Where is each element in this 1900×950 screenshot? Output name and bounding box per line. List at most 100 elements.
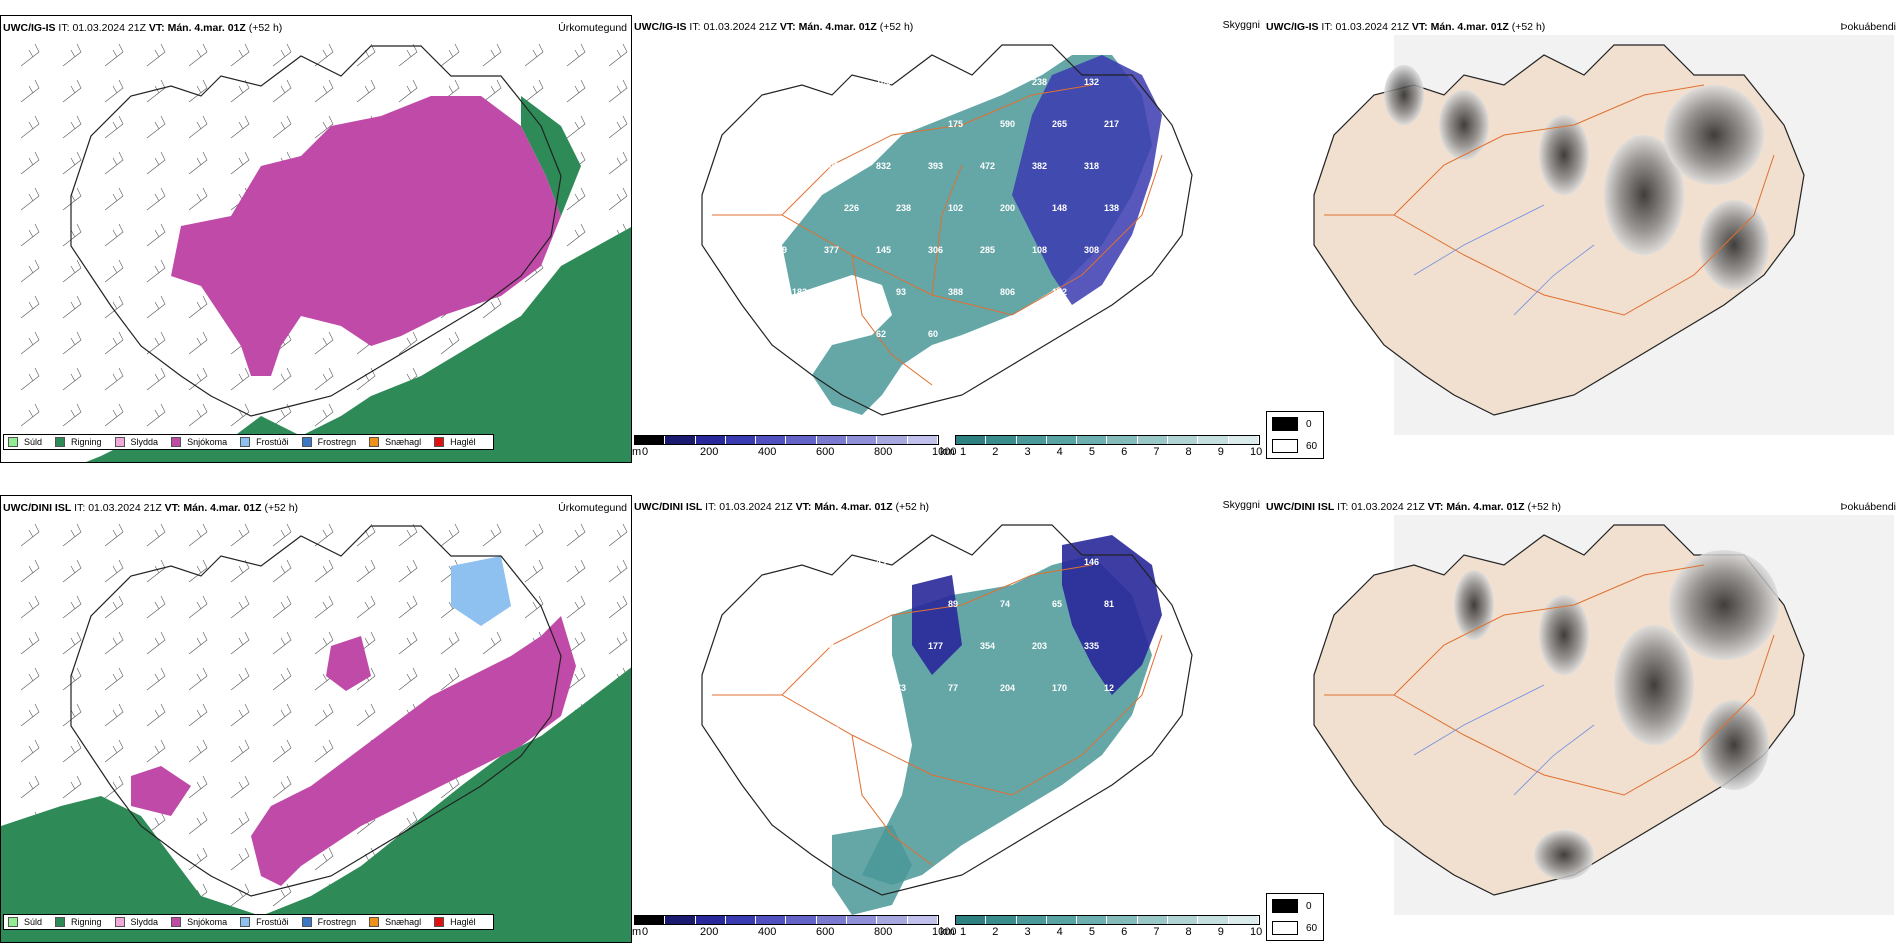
colorbar-step [907, 436, 938, 444]
ceiling-label: 199 [772, 245, 787, 255]
colorbar-step [877, 916, 908, 924]
fog-patches [1454, 550, 1779, 880]
fog-index-panel-1: UWC/IG-IS IT: 01.03.2024 21Z VT: Mán. 4.… [1264, 15, 1900, 463]
ceiling-colorbar [634, 435, 939, 445]
legend-label: Snjókoma [187, 917, 228, 927]
ceiling-label: 78 [824, 641, 834, 651]
legend-swatch [114, 437, 125, 447]
colorbar-step [756, 916, 787, 924]
colorbar-tick: 3 [1024, 446, 1031, 458]
legend-item: Frostúði [240, 437, 289, 447]
ceiling-label: 92 [876, 641, 886, 651]
colorbar-tick: 5 [1088, 446, 1095, 458]
ceiling-label: 63 [928, 77, 938, 87]
ceiling-label: 138 [1032, 557, 1047, 567]
ceiling-label: 285 [792, 599, 807, 609]
ceiling-label: 47 [824, 557, 834, 567]
legend-label: Súld [24, 917, 43, 927]
legend-swatch [8, 917, 18, 927]
colorbar-step [1137, 436, 1169, 444]
colorbar-tick: 800 [874, 446, 893, 458]
ceiling-label: 57 [824, 329, 834, 339]
panel-header: UWC/DINI ISL IT: 01.03.2024 21Z VT: Mán.… [634, 501, 930, 513]
ceiling-label: 806 [1000, 287, 1015, 297]
ceiling-label: 360 [844, 599, 859, 609]
colorbar-step [956, 436, 987, 444]
legend-label: Snæhagl [385, 437, 422, 447]
ceiling-area-north [912, 575, 962, 675]
panel-title: Þokuábendi [1840, 21, 1896, 33]
colorbar-step [1168, 436, 1199, 444]
ceiling-label: 590 [1000, 119, 1015, 129]
ceiling-label: 377 [824, 245, 839, 255]
legend-label: Snæhagl [385, 917, 422, 927]
ceiling-colorbar-ticks: m 0 200 400 600 800 1000 [632, 926, 956, 940]
colorbar-tick: 8 [1185, 926, 1192, 938]
snow-area-west [131, 766, 191, 816]
ceiling-label: 789 [772, 161, 787, 171]
island-coastline [701, 524, 1193, 896]
snow-area-north [326, 636, 371, 691]
ceiling-label: 217 [1104, 119, 1119, 129]
precip-type-legend: Súld Rigning Slydda Snjókoma Frostúði Frostre… [3, 434, 494, 450]
precip-map-2 [1, 523, 631, 942]
legend-swatch [434, 437, 445, 447]
panel-title: Þokuábendi [1840, 501, 1896, 513]
ceiling-label: 393 [928, 161, 943, 171]
ceiling-visibility-panel-2: 107 47 43 35 150 138 146 285 360 62 89 74 65 81 95 78 92… [632, 495, 1264, 943]
legend-item: Rigning [55, 437, 102, 447]
colorbar-step [786, 436, 817, 444]
fog-legend-1: 0 60 [1266, 411, 1324, 459]
legend-item: Frostúði [240, 917, 289, 927]
legend-label: Frostúði [256, 437, 289, 447]
legend-swatch [114, 917, 125, 927]
colorbar-tick: 1 [960, 446, 967, 458]
panel-title: Úrkomutegund [558, 22, 627, 34]
panel-header: UWC/IG-IS IT: 01.03.2024 21Z VT: Mán. 4.… [3, 22, 283, 34]
ceiling-label: 335 [1084, 641, 1099, 651]
ceiling-label: 106 [844, 683, 859, 693]
colorbar-unit: km [940, 926, 955, 938]
colorbar-tick: 200 [700, 446, 719, 458]
colorbar-step [665, 436, 696, 444]
legend-swatch [301, 437, 312, 447]
ceiling-label: 333 [792, 683, 807, 693]
colorbar-step [1016, 436, 1047, 444]
colorbar-tick: 4 [1056, 446, 1063, 458]
ceiling-label: 182 [792, 287, 807, 297]
ceiling-label: 148 [1052, 203, 1067, 213]
ceiling-labels: 68 124 105 63 105 238 132 470 285 149 175 590 265 217… [772, 77, 1119, 339]
ceiling-colorbar-ticks: m 0 200 400 600 800 1000 [632, 446, 956, 460]
ceiling-label: 226 [844, 203, 859, 213]
ceiling-label: 388 [948, 287, 963, 297]
ceiling-label: 268 [792, 203, 807, 213]
legend-label: Snjókoma [187, 437, 228, 447]
colorbar-tick: 5 [1088, 926, 1095, 938]
legend-swatch [369, 917, 380, 927]
legend-item: Súld [8, 917, 42, 927]
ceiling-label: 58 [980, 329, 990, 339]
colorbar-step [956, 916, 987, 924]
colorbar-step [1046, 436, 1078, 444]
ceiling-label: 177 [928, 641, 943, 651]
ceiling-label: 318 [1084, 161, 1099, 171]
colorbar-tick: 1000 [932, 926, 957, 938]
rivers [1413, 684, 1595, 796]
legend-item: Slydda [114, 917, 158, 927]
colorbar-step [907, 916, 938, 924]
fog-map-1 [1313, 35, 1894, 435]
colorbar-unit: km [940, 446, 955, 458]
ceiling-label: 131 [772, 725, 787, 735]
ceiling-label: 306 [928, 245, 943, 255]
ceiling-label: 285 [844, 119, 859, 129]
ceiling-label: 74 [1000, 599, 1010, 609]
ceiling-label: 108 [1032, 245, 1047, 255]
colorbar-step [1107, 436, 1138, 444]
legend-item: Rigning [55, 917, 102, 927]
ceiling-label: 89 [948, 599, 958, 609]
ceiling-label: 354 [980, 641, 995, 651]
legend-item: Snjókoma [171, 437, 227, 447]
ceiling-label: 12 [1104, 683, 1114, 693]
fog-legend-2: 0 60 [1266, 893, 1324, 941]
fog-swatch [1272, 417, 1298, 431]
